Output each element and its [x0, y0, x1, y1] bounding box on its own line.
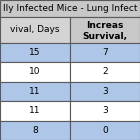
Text: 15: 15	[29, 48, 41, 57]
Text: 0: 0	[102, 126, 108, 135]
Text: 10: 10	[29, 67, 41, 76]
Bar	[0, 17, 70, 43]
Text: 11: 11	[29, 87, 41, 96]
Text: 2: 2	[102, 67, 108, 76]
Text: lly Infected Mice - Lung Infect: lly Infected Mice - Lung Infect	[3, 4, 137, 13]
Text: 11: 11	[29, 106, 41, 115]
Bar	[70, 101, 140, 121]
Bar	[70, 62, 140, 82]
Bar	[0, 43, 70, 62]
Text: 8: 8	[32, 126, 38, 135]
Text: 7: 7	[102, 48, 108, 57]
Text: Survival,: Survival,	[82, 32, 128, 41]
Bar	[0, 0, 140, 17]
Bar	[70, 43, 140, 62]
Bar	[70, 121, 140, 140]
Bar	[0, 62, 70, 82]
Text: 3: 3	[102, 87, 108, 96]
Bar	[70, 17, 140, 43]
Text: 3: 3	[102, 106, 108, 115]
Bar	[0, 101, 70, 121]
Text: vival, Days: vival, Days	[10, 25, 60, 34]
Text: Increas: Increas	[86, 21, 124, 30]
Bar	[70, 82, 140, 101]
Bar	[0, 82, 70, 101]
Bar	[0, 121, 70, 140]
